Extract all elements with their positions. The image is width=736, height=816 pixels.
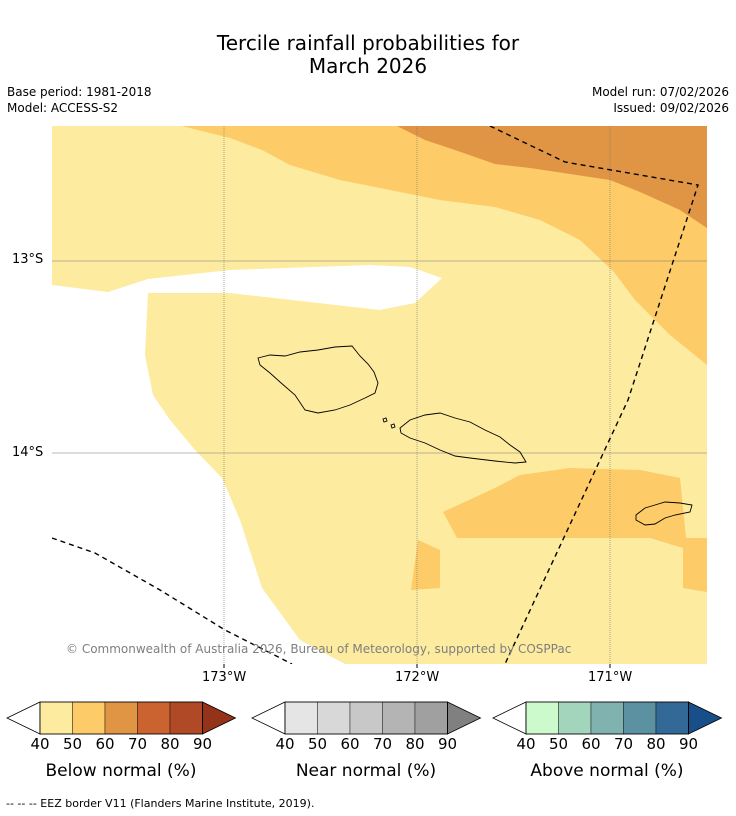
page-title-line2: March 2026 [308, 54, 428, 78]
legend-near-left-arrow [251, 701, 286, 735]
lat-label-13s: 13°S [12, 252, 44, 267]
legend-below-swatch-70 [137, 701, 171, 735]
lon-label-171w: 171°W [588, 670, 633, 685]
legend-above-tick-90: 90 [678, 735, 699, 753]
legend-below-tick-60: 60 [95, 735, 115, 753]
lon-label-172w: 172°W [395, 670, 440, 685]
legend-near-swatch-80 [414, 701, 448, 735]
island-coastlines [257, 345, 693, 526]
lat-label-14s: 14°S [12, 445, 44, 460]
eez-footer-note: -- -- -- EEZ border V11 (Flanders Marine… [6, 797, 315, 810]
legend-above-swatch-70 [623, 701, 657, 735]
legend-above-tick-70: 70 [613, 735, 634, 753]
base-period: Base period: 1981-2018 [7, 85, 152, 99]
map-copyright: © Commonwealth of Australia 2026, Bureau… [66, 642, 572, 656]
axis-ticks [223, 664, 611, 668]
legend-above-swatch-40 [525, 701, 559, 735]
legend-near-tick-80: 80 [405, 735, 425, 753]
legend-near-tick-50: 50 [307, 735, 328, 753]
legend-near-tick-60: 60 [340, 735, 360, 753]
below-normal-50-60-south-region [443, 468, 707, 592]
below-normal-50-60-small-patch [411, 540, 440, 590]
legend-above-tick-50: 50 [548, 735, 569, 753]
tutuila-island [635, 501, 693, 526]
legend-below-swatch-60 [104, 701, 138, 735]
legend-below-swatch-80 [169, 701, 203, 735]
legend-below-left-arrow [6, 701, 41, 735]
issued-date: Issued: 09/02/2026 [613, 101, 729, 115]
legend-above-tick-40: 40 [516, 735, 536, 753]
legend-near-tick-70: 70 [372, 735, 393, 753]
legend-above-right-arrow [688, 701, 723, 735]
legend-above-swatch-50 [558, 701, 592, 735]
savaii-island [257, 345, 379, 414]
legend-above-outline [525, 701, 689, 735]
model-name: Model: ACCESS-S2 [7, 101, 119, 115]
legend-title-below: Below normal (%) [45, 761, 197, 781]
below-normal-50-60-region [182, 126, 707, 365]
legend-below-tick-40: 40 [30, 735, 50, 753]
legend-below-outline [39, 701, 203, 735]
legend-above-tick-80: 80 [646, 735, 666, 753]
legend-title-near: Near normal (%) [295, 761, 437, 781]
below-normal-60-70-region [397, 126, 707, 228]
legend-below-swatch-40 [39, 701, 73, 735]
eez-borders [52, 126, 699, 664]
map-gridlines [52, 126, 707, 664]
model-run: Model run: 07/02/2026 [591, 85, 729, 99]
lon-label-173w: 173°W [202, 670, 247, 685]
upolu-island [399, 412, 527, 464]
legend-below-tick-80: 80 [160, 735, 180, 753]
legend-near-right-arrow [447, 701, 482, 735]
apolima-islet [390, 423, 396, 429]
legend-near-swatch-40 [284, 701, 318, 735]
legend-colorbars [6, 701, 723, 735]
legend-near-outline [284, 701, 448, 735]
legend-near-swatch-70 [382, 701, 416, 735]
legend-near-swatch-60 [349, 701, 383, 735]
legend-near-tick-40: 40 [275, 735, 295, 753]
legend-near-swatch-50 [317, 701, 351, 735]
eez-border-east [489, 126, 699, 664]
legend-below-right-arrow [202, 701, 237, 735]
legend-above-left-arrow [492, 701, 527, 735]
legend-below-swatch-50 [72, 701, 106, 735]
eez-border-southwest [52, 537, 293, 664]
page-title-line1: Tercile rainfall probabilities for [216, 31, 520, 55]
legend-near-tick-90: 90 [437, 735, 458, 753]
legend-title-above: Above normal (%) [530, 761, 684, 781]
legend-below-tick-90: 90 [192, 735, 213, 753]
legend-below-tick-50: 50 [62, 735, 83, 753]
legend-above-swatch-80 [655, 701, 689, 735]
legend-below-tick-70: 70 [127, 735, 148, 753]
legend-above-tick-60: 60 [581, 735, 601, 753]
manono-islet [382, 417, 388, 423]
legend-above-swatch-60 [590, 701, 624, 735]
